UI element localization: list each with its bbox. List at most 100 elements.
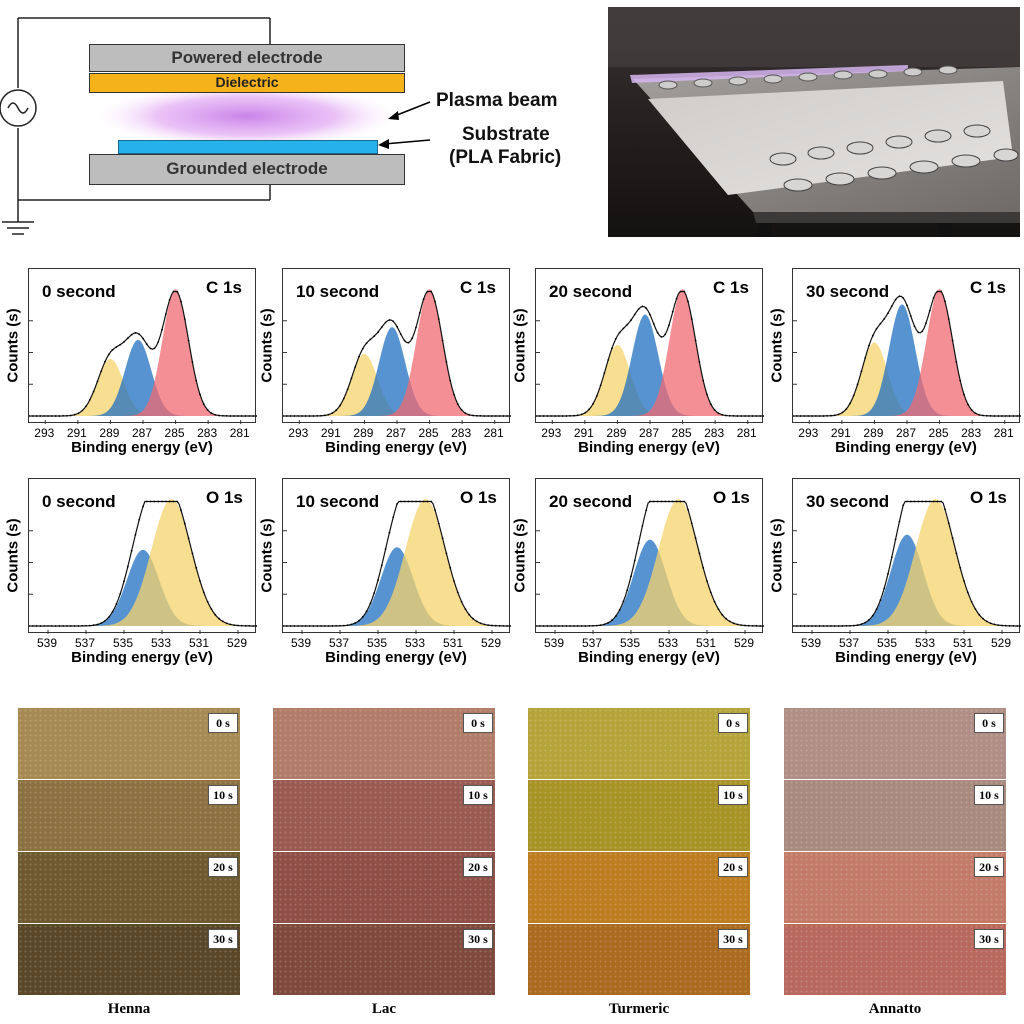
data-point <box>709 591 712 594</box>
data-point <box>119 593 122 595</box>
data-point <box>830 414 832 417</box>
x-tick-label: 287 <box>385 426 407 440</box>
data-point <box>426 290 429 293</box>
grounded-electrode-label: Grounded electrode <box>166 159 328 178</box>
data-point <box>403 500 406 503</box>
data-point <box>675 297 678 300</box>
data-point <box>944 300 946 303</box>
fit-peak <box>793 499 1021 626</box>
data-point <box>989 415 992 417</box>
data-point <box>342 397 345 400</box>
data-point <box>69 625 72 627</box>
data-point <box>494 624 497 627</box>
substrate-label-2: (PLA Fabric) <box>449 147 562 168</box>
data-point <box>316 625 319 627</box>
data-point <box>569 625 572 627</box>
data-point <box>168 500 171 503</box>
data-point <box>434 509 436 511</box>
data-point <box>88 399 91 401</box>
data-point <box>130 333 133 336</box>
data-point <box>323 625 326 627</box>
data-point <box>763 625 764 627</box>
data-point <box>982 617 984 620</box>
data-point <box>833 625 836 627</box>
data-point <box>565 625 568 627</box>
fabric-swatch <box>18 708 240 779</box>
data-point <box>603 372 606 374</box>
data-point <box>744 415 746 417</box>
data-point <box>833 414 836 417</box>
x-axis-label: Binding energy (eV) <box>71 649 213 666</box>
y-axis-label: Counts (s) <box>768 307 786 383</box>
data-point <box>921 500 924 503</box>
data-point <box>434 300 436 303</box>
treatment-time-label: 10 s <box>718 785 748 805</box>
data-point <box>468 413 471 416</box>
dielectric-layer <box>89 73 405 93</box>
xps-panel <box>535 268 764 424</box>
data-point <box>479 415 482 417</box>
data-point <box>81 625 84 627</box>
data-point <box>580 413 583 416</box>
data-point <box>81 409 84 412</box>
data-point <box>483 415 486 417</box>
data-point <box>491 415 493 417</box>
panel-core-level-label: O 1s <box>970 488 1007 507</box>
data-point <box>932 297 935 299</box>
data-point <box>641 305 644 308</box>
data-point <box>974 412 977 415</box>
data-point <box>214 613 217 616</box>
data-point <box>576 414 579 417</box>
data-point <box>966 403 969 405</box>
x-tick-label: 287 <box>131 426 153 440</box>
data-point <box>845 625 848 627</box>
treatment-time-label: 0 s <box>974 713 1004 733</box>
panel-core-level-label: C 1s <box>970 278 1006 297</box>
treatment-time-label: 20 s <box>208 857 238 877</box>
x-axis-label: Binding energy (eV) <box>578 439 720 456</box>
data-point <box>660 336 663 338</box>
data-point <box>111 610 114 613</box>
data-point <box>573 625 575 627</box>
data-point <box>29 625 30 627</box>
data-point <box>297 415 300 417</box>
data-point <box>668 500 670 503</box>
xps-panel <box>28 478 257 634</box>
data-point <box>62 625 65 627</box>
x-tick-label: 533 <box>657 636 679 650</box>
treatment-time-label: 30 s <box>208 929 238 949</box>
data-point <box>380 564 383 566</box>
data-point <box>580 625 583 627</box>
data-point <box>161 500 163 503</box>
x-axis-label: Binding energy (eV) <box>325 439 467 456</box>
data-point <box>725 617 727 620</box>
data-point <box>153 500 156 503</box>
x-tick-label: 537 <box>581 636 603 650</box>
data-point <box>1020 415 1021 417</box>
data-point <box>437 318 440 320</box>
data-point <box>225 415 228 417</box>
data-point <box>145 500 148 503</box>
data-point <box>346 388 349 391</box>
data-point <box>445 361 448 363</box>
panel-time-label: 10 second <box>296 282 380 301</box>
dye-name-label: Henna <box>107 1001 151 1017</box>
data-point <box>671 310 674 313</box>
data-point <box>747 415 750 417</box>
data-point <box>377 331 379 333</box>
data-point <box>134 332 137 334</box>
data-point <box>588 408 591 411</box>
treatment-time-label: 30 s <box>974 929 1004 949</box>
data-point <box>449 566 452 569</box>
fabric-swatch <box>273 852 495 923</box>
fabric-swatch <box>273 924 495 995</box>
data-point <box>974 608 977 610</box>
data-point <box>536 625 537 627</box>
dye-name-label: Turmeric <box>608 1001 670 1017</box>
data-point <box>763 415 764 417</box>
data-point <box>717 608 720 610</box>
data-point <box>852 394 855 397</box>
data-point <box>856 624 859 626</box>
data-point <box>830 625 832 627</box>
fabric-swatch <box>784 780 1006 851</box>
